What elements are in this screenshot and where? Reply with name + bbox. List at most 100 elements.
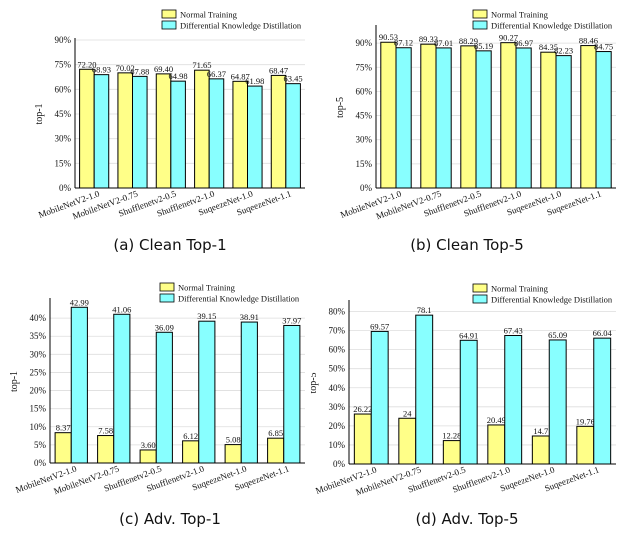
chart-svg: 0% 10% 20% 30% 40% 50% 60% 70% 80% top-5 26.22 69.5… bbox=[308, 283, 616, 497]
bar-value-label: 36.09 bbox=[155, 322, 174, 332]
bar-value-label: 6.12 bbox=[183, 431, 198, 441]
bar-differential-kd bbox=[93, 74, 110, 189]
caption-clean-top5: (b) Clean Top-5 bbox=[410, 236, 524, 254]
bar-normal-training bbox=[155, 73, 172, 189]
bar-differential-kd bbox=[198, 320, 216, 464]
y-tick-label: 60% bbox=[329, 345, 346, 355]
caption-clean-top1: (a) Clean Top-1 bbox=[113, 236, 227, 254]
bar-value-label: 90.53 bbox=[379, 32, 398, 42]
y-tick-label: 5% bbox=[34, 440, 47, 450]
bar-normal-training bbox=[540, 51, 557, 189]
y-tick-label: 50% bbox=[329, 364, 346, 374]
bar-normal-training bbox=[54, 432, 72, 464]
bar-value-label: 61.98 bbox=[245, 76, 264, 86]
bar-normal-training bbox=[267, 437, 285, 464]
chart-svg: 0%5%10%15%20%25%30%35%40%top-18.3742.99M… bbox=[9, 283, 305, 496]
bar-value-label: 8.37 bbox=[56, 423, 71, 433]
legend-normal-training-swatch bbox=[472, 283, 488, 293]
y-tick-label: 30% bbox=[329, 402, 346, 412]
bar-value-label: 66.04 bbox=[593, 328, 613, 338]
y-tick-label: 60% bbox=[55, 84, 72, 94]
bar-value-label: 14.7 bbox=[533, 426, 548, 436]
bar-normal-training bbox=[270, 74, 287, 189]
y-axis-label: top-1 bbox=[9, 371, 20, 392]
bar-value-label: 64.91 bbox=[459, 330, 478, 340]
chart-svg: 0%15%30%45%60%75%90%top-172.2068.93Mobil… bbox=[34, 10, 305, 221]
bar-value-label: 84.75 bbox=[594, 42, 613, 52]
y-tick-label: 0% bbox=[59, 183, 72, 193]
bar-value-label: 7.58 bbox=[98, 426, 113, 436]
bar-normal-training bbox=[576, 425, 595, 465]
bar-differential-kd bbox=[595, 51, 612, 189]
bar-differential-kd bbox=[247, 85, 263, 189]
legend-differential-kd-swatch bbox=[161, 20, 177, 30]
bar-differential-kd bbox=[515, 47, 532, 189]
bar-differential-kd bbox=[504, 334, 523, 465]
bar-normal-training bbox=[232, 80, 249, 189]
y-tick-label: 45% bbox=[55, 109, 72, 119]
chart-clean-top5: 0% 15% 30% 45% 60% 75% 90% top-5 90.53 87.12 Mobil… bbox=[311, 0, 621, 225]
bar-normal-training bbox=[117, 72, 134, 189]
y-tick-label: 0% bbox=[34, 458, 47, 468]
bar-normal-training bbox=[380, 41, 397, 189]
bar-value-label: 39.15 bbox=[197, 311, 216, 321]
bar-normal-training bbox=[487, 424, 506, 465]
bar-normal-training bbox=[442, 440, 461, 465]
bar-value-label: 88.29 bbox=[459, 36, 478, 46]
y-tick-label: 20% bbox=[329, 421, 346, 431]
legend-differential-kd-label: Differential Knowledge Distillation bbox=[178, 294, 300, 304]
y-tick-label: 15% bbox=[55, 158, 72, 168]
legend-normal-training-label: Normal Training bbox=[491, 10, 549, 20]
bar-value-label: 20.49 bbox=[487, 415, 506, 425]
bar-value-label: 19.76 bbox=[576, 416, 595, 426]
y-axis-label: top-5 bbox=[335, 97, 346, 118]
bar-normal-training bbox=[420, 43, 437, 189]
bar-differential-kd bbox=[395, 47, 412, 189]
bar-differential-kd bbox=[155, 331, 173, 464]
bar-value-label: 68.47 bbox=[269, 65, 288, 75]
bar-value-label: 78.1 bbox=[417, 305, 432, 315]
legend-normal-training-label: Normal Training bbox=[178, 283, 236, 293]
bar-differential-kd bbox=[555, 55, 572, 189]
y-tick-label: 40% bbox=[329, 383, 346, 393]
bar-value-label: 71.65 bbox=[192, 60, 211, 70]
legend-differential-kd-swatch bbox=[159, 293, 175, 303]
bar-differential-kd bbox=[370, 330, 389, 465]
bar-value-label: 85.19 bbox=[474, 41, 493, 51]
bar-normal-training bbox=[194, 69, 210, 189]
bar-value-label: 68.93 bbox=[92, 65, 111, 75]
y-tick-label: 10% bbox=[329, 440, 346, 450]
bar-value-label: 87.12 bbox=[394, 38, 413, 48]
bar-value-label: 5.08 bbox=[226, 435, 241, 445]
bar-normal-training bbox=[500, 42, 517, 189]
y-tick-label: 30% bbox=[55, 134, 72, 144]
bar-value-label: 69.40 bbox=[154, 64, 173, 74]
y-axis-label: top-1 bbox=[34, 103, 45, 124]
bar-normal-training bbox=[79, 68, 95, 189]
bar-value-label: 89.33 bbox=[419, 34, 438, 44]
y-tick-label: 40% bbox=[30, 313, 47, 323]
bar-value-label: 84.35 bbox=[539, 42, 558, 52]
y-tick-label: 60% bbox=[356, 86, 373, 96]
legend-normal-training-swatch bbox=[472, 9, 488, 19]
bar-normal-training bbox=[460, 45, 477, 189]
y-tick-label: 75% bbox=[356, 62, 373, 72]
bar-differential-kd bbox=[459, 339, 478, 465]
bar-value-label: 63.45 bbox=[284, 74, 303, 84]
y-tick-label: 30% bbox=[30, 349, 47, 359]
y-tick-label: 45% bbox=[356, 111, 373, 121]
bar-value-label: 24 bbox=[403, 408, 412, 418]
bar-value-label: 69.57 bbox=[370, 321, 389, 331]
y-tick-label: 80% bbox=[329, 307, 346, 317]
bar-value-label: 67.88 bbox=[130, 66, 149, 76]
y-tick-label: 15% bbox=[30, 404, 47, 414]
bar-value-label: 88.46 bbox=[579, 36, 598, 46]
bar-value-label: 70.02 bbox=[116, 63, 135, 73]
bar-differential-kd bbox=[132, 75, 148, 189]
bar-normal-training bbox=[182, 440, 200, 464]
bar-differential-kd bbox=[475, 50, 492, 189]
bar-differential-kd bbox=[170, 80, 186, 189]
legend-differential-kd-label: Differential Knowledge Distillation bbox=[491, 21, 613, 31]
bar-value-label: 64.98 bbox=[169, 71, 188, 81]
bar-value-label: 90.27 bbox=[499, 33, 518, 43]
